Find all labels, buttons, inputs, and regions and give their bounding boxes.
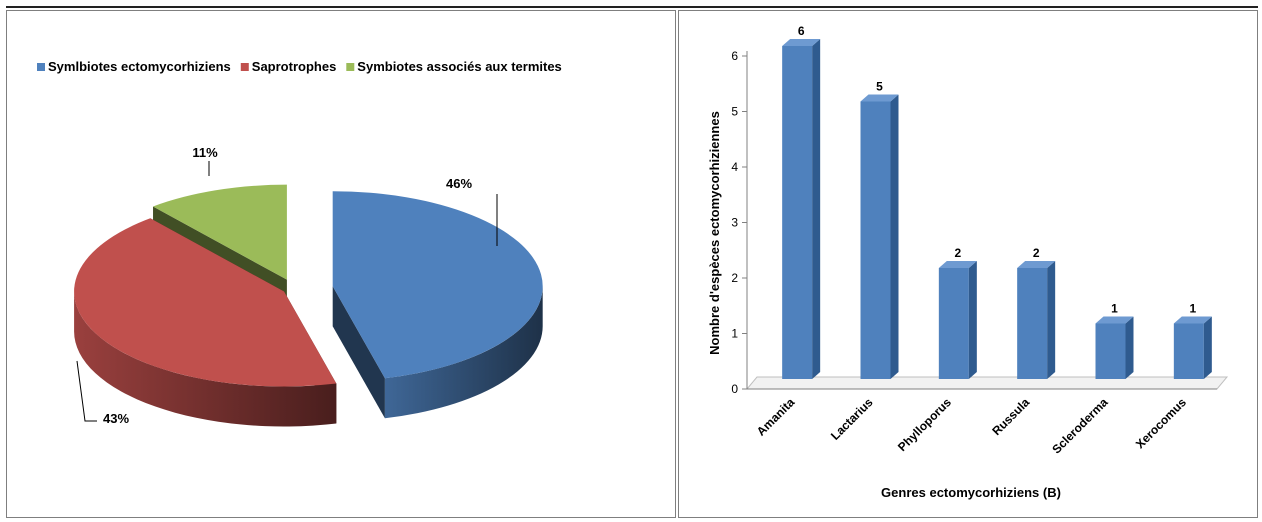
pie-slice-top [153, 184, 287, 280]
y-tick-label: 2 [731, 271, 738, 285]
bar-scleroderma [1095, 316, 1134, 379]
y-tick-label: 3 [731, 216, 738, 230]
pie-data-label: 43% [103, 411, 129, 426]
pie-slice-1 [332, 191, 543, 419]
legend-swatch [37, 63, 45, 71]
y-tick-label: 5 [731, 105, 738, 119]
bar-data-label: 2 [954, 246, 961, 260]
bar-side [890, 94, 899, 379]
pie-slice-top [74, 218, 337, 387]
bar-front [782, 46, 813, 379]
pie-data-label: 46% [446, 176, 472, 191]
pie-slices [74, 184, 543, 427]
legend-label: Saprotrophes [252, 59, 337, 74]
bar-top [860, 94, 899, 102]
bar-xerocomus [1173, 316, 1212, 379]
top-border [6, 6, 1258, 8]
legend-swatch [346, 63, 355, 71]
bar-amanita [782, 39, 821, 379]
bar-data-label: 5 [876, 80, 883, 94]
bar-phylloporus [938, 261, 977, 379]
x-tick-label: Phylloporus [895, 395, 954, 454]
x-axis-title: Genres ectomycorhiziens (B) [881, 485, 1061, 500]
legend-item-2: Saprotrophes [240, 59, 337, 74]
bar-lactarius [860, 94, 899, 379]
bar-bars [782, 39, 1212, 379]
legend-swatch [240, 63, 249, 71]
bar-top [1095, 316, 1134, 324]
bar-data-label: 1 [1111, 302, 1118, 316]
x-tick-label: Xerocomus [1133, 395, 1189, 451]
legend-label: Symlbiotes ectomycorhiziens [48, 59, 231, 74]
x-tick-label: Lactarius [828, 395, 876, 443]
bar-front [1017, 268, 1048, 379]
bar-data-label: 6 [798, 24, 805, 38]
legend-item-1: Symlbiotes ectomycorhiziens [37, 59, 231, 74]
y-tick-label: 0 [731, 382, 738, 396]
bar-front [860, 101, 891, 379]
bar-data-label: 1 [1189, 302, 1196, 316]
legend-item-3: Symbiotes associés aux termites [346, 59, 562, 74]
bar-front [1173, 323, 1204, 379]
pie-chart: Symlbiotes ectomycorhiziens Saprotrophes S… [37, 59, 562, 427]
x-tick-label: Amanita [754, 395, 798, 439]
bar-side [812, 39, 821, 379]
bar-data-label: 2 [1033, 246, 1040, 260]
chart-floor [745, 376, 1229, 390]
y-tick-label: 1 [731, 327, 738, 341]
legend-label: Symbiotes associés aux termites [357, 59, 562, 74]
pie-chart-panel: Symlbiotes ectomycorhiziens Saprotrophes S… [6, 10, 676, 518]
bar-side [968, 261, 977, 379]
bar-axes: 0 1 2 3 4 5 6 [731, 49, 1229, 396]
bar-side [1125, 316, 1134, 379]
bar-front [938, 268, 969, 379]
pie-slice-2 [74, 218, 337, 427]
bar-top [1017, 261, 1056, 268]
pie-slice-top [332, 191, 543, 379]
bar-side [1203, 316, 1212, 379]
bar-russula [1017, 261, 1056, 379]
bar-top [938, 261, 977, 268]
bar-front [1095, 323, 1126, 379]
pie-legend: Symlbiotes ectomycorhiziens Saprotrophes S… [37, 59, 562, 74]
y-tick-label: 6 [731, 49, 738, 63]
pie-data-label: 11% [192, 145, 218, 160]
leader-line [76, 360, 97, 422]
x-tick-label: Russula [989, 395, 1032, 438]
bar-chart-panel: 0 1 2 3 4 5 6 6 Amanita 5 Lactarius 2 Phylloporus 2 R… [678, 10, 1258, 518]
bar-chart: 0 1 2 3 4 5 6 6 Amanita 5 Lactarius 2 Phylloporus 2 R… [707, 24, 1229, 500]
x-tick-label: Scleroderma [1049, 395, 1111, 457]
pie-labels: 46% 43% 11% [76, 145, 498, 426]
bar-top [1173, 316, 1212, 324]
y-tick-label: 4 [731, 160, 738, 174]
bar-top [782, 39, 821, 46]
y-axis-title: Nombre d'espèces ectomycorhiziennes [707, 111, 722, 355]
bar-side [1047, 261, 1056, 379]
